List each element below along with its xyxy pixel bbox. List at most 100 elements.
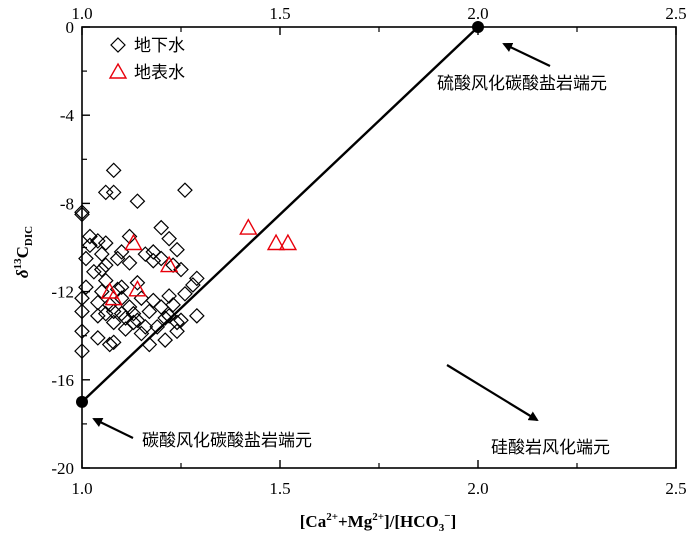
groundwater-point [129,193,146,210]
groundwater-point [105,314,122,331]
svg-text:δ13CDIC: δ13CDIC [12,226,35,278]
x-tick-label-bottom: 1.0 [71,479,92,498]
legend-diamond-icon [110,37,126,53]
groundwater-point [129,312,146,329]
groundwater-point [177,182,193,199]
svg-text:[Ca2++Mg2+]/[HCO3−]: [Ca2++Mg2+]/[HCO3−] [300,510,456,534]
surface-water-points [100,218,298,306]
groundwater-point [173,261,189,278]
groundwater-points [74,162,205,359]
groundwater-point [97,257,114,273]
groundwater-point [125,305,142,322]
groundwater-point [93,261,110,278]
groundwater-point [101,296,118,313]
y-tick-label: -20 [51,459,74,478]
x-tick-label-top: 2.0 [467,4,488,23]
legend-label-groundwater: 地下水 [134,36,185,56]
legend-label-surface: 地表水 [134,63,185,83]
y-tick-label: -16 [51,371,74,390]
groundwater-point [74,323,90,340]
groundwater-point [141,336,158,353]
tick-labels: 1.0 1.0 1.5 1.5 2.0 2.0 2.5 2.5 0 -4 -8 -12 -16 -20 [51,4,686,498]
x-axis-title: [Ca2++Mg2+]/[HCO3−] [300,510,456,534]
surface-water-point [278,233,298,251]
groundwater-point [153,219,170,236]
y-axis-title: δ13CDIC [12,226,35,278]
groundwater-point [161,308,177,324]
legend-triangle-icon [108,62,128,79]
groundwater-point [121,255,138,271]
groundwater-point [188,270,205,287]
x-tick-label-top: 2.5 [665,4,686,23]
endmember-point-carbonic [76,395,88,408]
groundwater-point [117,310,134,326]
groundwater-point [78,250,94,267]
groundwater-point [141,303,158,320]
groundwater-point [177,285,193,302]
surface-water-point [266,233,286,251]
groundwater-point [101,336,118,353]
endmember-line [81,26,479,403]
groundwater-point [173,312,189,329]
groundwater-point [74,343,90,359]
groundwater-point [109,250,126,267]
groundwater-point [82,237,98,254]
groundwater-point [161,288,177,304]
surface-water-point [239,218,258,235]
groundwater-point [169,323,185,340]
groundwater-point [145,252,162,269]
endmember-point-sulfuric [472,21,484,33]
surface-water-point [128,279,147,297]
arrow-silicate [446,364,539,422]
groundwater-point [169,314,185,331]
groundwater-point [82,228,98,245]
groundwater-point [117,321,134,337]
groundwater-point [74,290,90,307]
groundwater-point [137,319,154,335]
groundwater-point [185,277,201,293]
annotations: 硫酸风化碳酸盐岩端元 碳酸风化碳酸盐岩端元 硅酸岩风化端元 [92,42,610,458]
groundwater-point [161,230,177,247]
y-tick-label: 0 [66,18,75,37]
x-tick-label-top: 1.5 [269,4,290,23]
groundwater-point [105,334,122,351]
y-tick-label: -4 [60,106,75,125]
groundwater-point [157,310,174,326]
groundwater-point [149,319,166,335]
groundwater-point [105,162,122,179]
annotation-sulfuric-endmember: 硫酸风化碳酸盐岩端元 [437,74,607,94]
groundwater-point [169,241,185,258]
groundwater-point [74,204,90,221]
groundwater-point [74,303,90,320]
groundwater-point [188,308,205,324]
groundwater-point [86,263,102,280]
groundwater-point [133,325,150,342]
groundwater-point [105,184,122,201]
groundwater-point [97,235,114,251]
legend: 地下水 地表水 [108,36,185,83]
x-tick-label-top: 1.0 [71,4,92,23]
arrow-sulfuric [502,42,551,67]
groundwater-point [78,279,94,296]
groundwater-point [133,290,150,307]
surface-water-point [100,282,119,299]
x-tick-label-bottom: 1.5 [269,479,290,498]
annotation-silicate-endmember: 硅酸岩风化端元 [491,438,610,458]
groundwater-point [93,246,110,262]
groundwater-point [157,332,174,348]
groundwater-point [145,292,162,309]
groundwater-point [97,184,114,201]
x-tick-label-bottom: 2.5 [665,479,686,498]
groundwater-point [145,244,162,260]
groundwater-point [137,246,154,262]
annotation-carbonic-endmember: 碳酸风化碳酸盐岩端元 [142,431,312,451]
groundwater-point [89,308,106,324]
groundwater-point [89,330,106,346]
groundwater-point [165,296,181,313]
groundwater-point [97,272,114,289]
surface-water-point [124,233,143,251]
groundwater-point [125,314,142,331]
x-tick-label-bottom: 2.0 [467,479,488,498]
groundwater-point [74,206,90,223]
